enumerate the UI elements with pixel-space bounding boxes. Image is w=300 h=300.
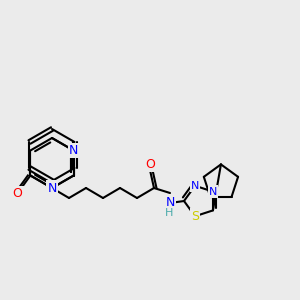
Text: N: N [191,181,199,191]
Text: N: N [69,144,78,157]
Text: N: N [209,187,217,196]
Text: N: N [47,182,57,194]
Text: S: S [191,210,199,223]
Text: O: O [12,187,22,200]
Text: H: H [165,208,173,218]
Text: O: O [145,158,155,170]
Text: N: N [165,196,175,209]
